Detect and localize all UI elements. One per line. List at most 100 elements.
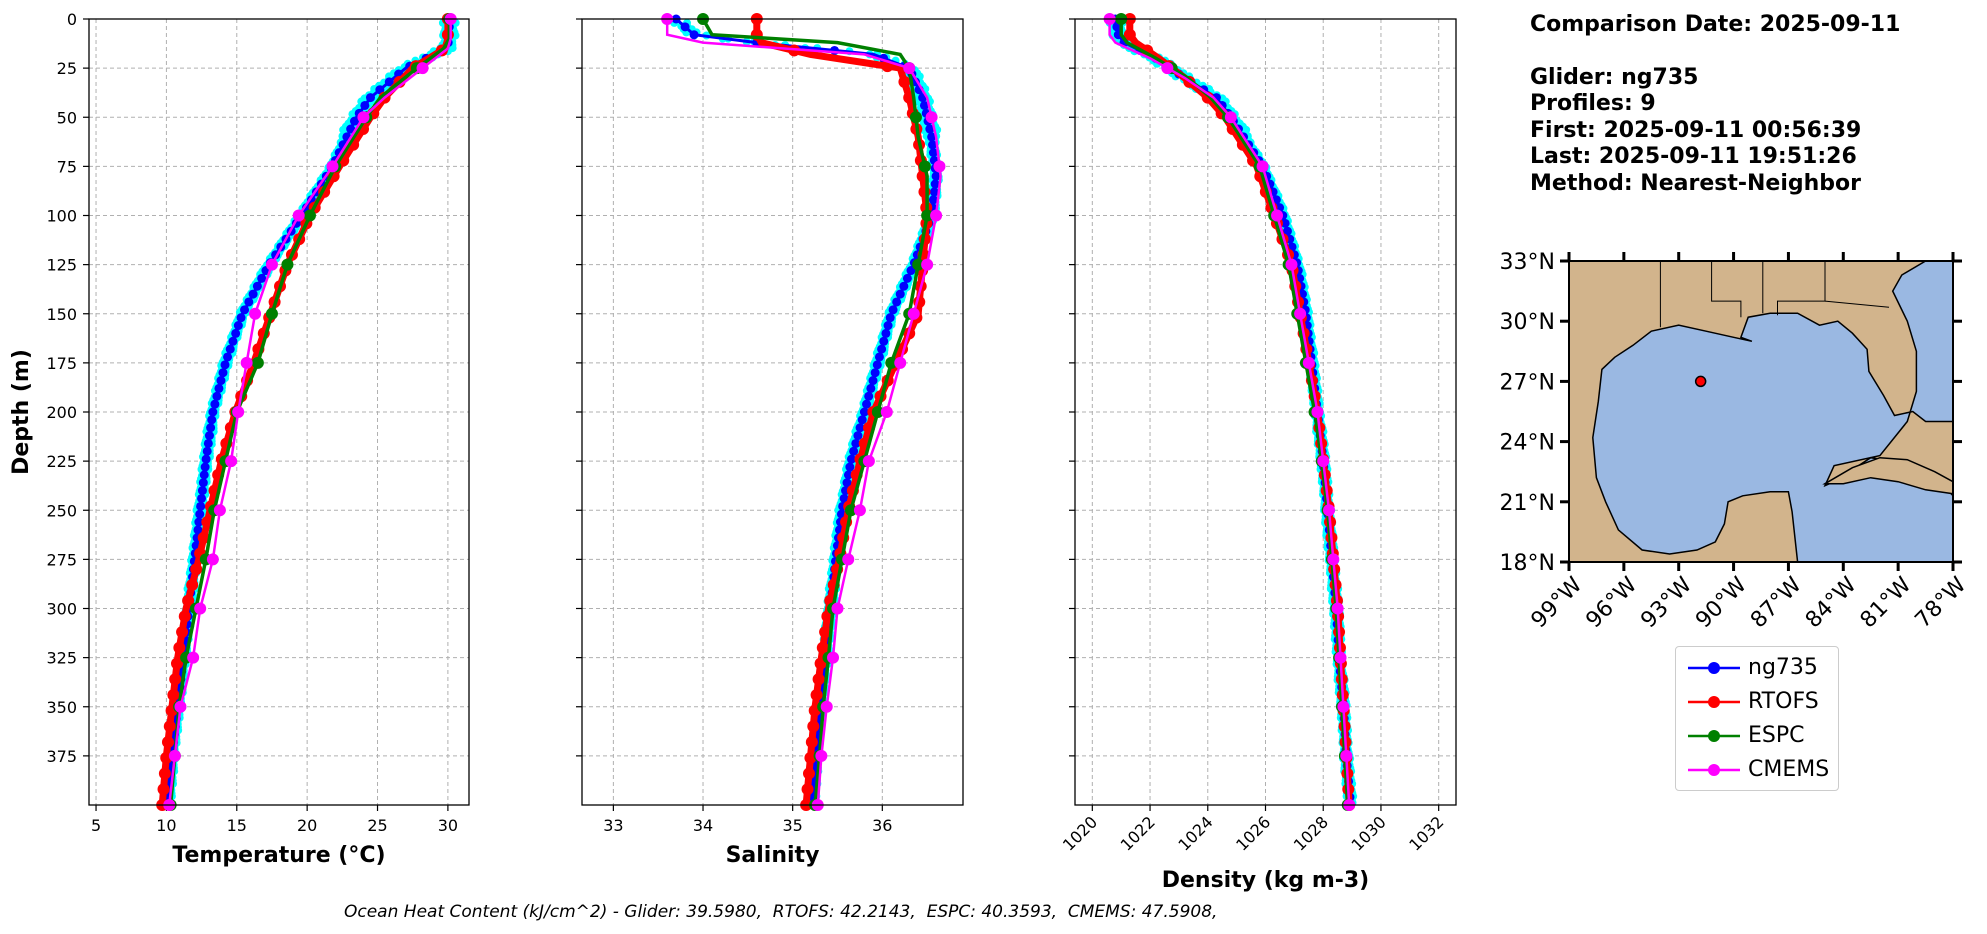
lat-tick-label: 21°N [1500,491,1555,516]
legend-label: CMEMS [1748,757,1830,782]
data-point-rtofs [816,641,829,654]
y-tick-label: 100 [46,207,77,226]
data-point-ng735 [929,187,939,197]
data-point-ng735 [199,470,209,480]
plot-frame [88,18,470,806]
density-panel: 1020 1022 1024 1026 1028 1030 1032 Density (kg … [1059,13,1457,893]
data-point-ng735 [872,360,882,370]
data-point-rtofs [804,751,817,764]
x-tick-label: 1026 [1232,812,1274,854]
data-point-ng735 [839,493,849,503]
data-point-rtofs [167,688,180,701]
data-point-cmems [240,356,253,369]
data-point-ng735 [206,423,216,433]
data-point-ng735 [212,391,222,401]
x-axis-label: Density (kg m-3) [1162,868,1370,893]
data-point-cmems [213,504,226,517]
legend-swatch-espc [1688,730,1740,742]
data-point-cmems [249,307,262,320]
legend-label: ng735 [1748,655,1818,680]
comparison-info: Comparison Date: 2025-09-11 Glider: ng735… [1530,12,1900,197]
data-point-ng735 [689,30,699,40]
data-point-ng735 [928,148,938,158]
data-point-ng735 [203,438,213,448]
x-tick-label: 1024 [1174,812,1216,854]
data-point-cmems [1340,749,1353,762]
legend-item-espc: ESPC [1676,719,1836,753]
data-point-cmems [907,307,920,320]
data-point-ng735 [236,313,246,323]
y-tick-label: 225 [46,452,77,471]
data-point-ng735 [208,407,218,417]
data-point-rtofs [161,736,174,749]
x-tick-label: 20 [297,816,317,835]
data-point-cmems [842,553,855,566]
glider-name: Glider: ng735 [1530,64,1699,90]
data-point-rtofs [182,594,195,607]
data-point-ng735 [197,486,207,496]
data-point-rtofs [158,767,171,780]
lon-tick-label: 81°W [1856,572,1917,633]
data-point-ng735 [220,360,230,370]
data-point-ng735 [857,415,867,425]
state-border [1711,261,1742,318]
data-point-ng735 [346,124,356,134]
data-point-cmems [853,504,866,517]
data-point-cmems [194,602,207,615]
data-point-ng735 [194,517,204,527]
data-point-ng735 [244,297,254,307]
data-point-cmems [1285,258,1298,271]
location-map: 18°N 21°N 24°N 27°N 30°N 33°N 99°W96°W93°W90°W… [1500,250,1972,633]
data-point-cmems [206,553,219,566]
lon-tick-label: 78°W [1911,572,1972,633]
first-time: First: 2025-09-11 00:56:39 [1530,117,1862,143]
data-point-rtofs [178,610,191,623]
data-point-ng735 [870,368,880,378]
data-point-rtofs [802,767,815,780]
data-point-cmems [933,160,946,173]
data-point-cmems [225,455,238,468]
data-point-cmems [326,160,339,173]
temperature-panel: 0 25 50 75 100 125 150 175 200 225 250 275 300 325 350… [9,10,470,868]
series-line-espc [168,19,452,806]
lat-tick-label: 30°N [1500,310,1555,335]
data-point-cmems [903,62,916,75]
data-point-ng735 [228,336,238,346]
data-point-ng735 [1280,218,1290,228]
data-point-rtofs [176,626,189,639]
data-point-ng735 [892,297,902,307]
data-point-ng735 [202,446,212,456]
data-point-espc [871,406,884,418]
y-axis-label: Depth (m) [9,349,34,475]
salinity-panel: 33 34 35 36 Salinity [576,13,964,868]
data-point-ng735 [931,171,941,181]
data-point-rtofs [801,783,814,796]
legend-label: ESPC [1748,723,1805,748]
plot-frame [581,18,964,806]
legend-item-rtofs: RTOFS [1676,685,1836,719]
data-point-cmems [416,62,429,75]
data-point-ng735 [849,446,859,456]
data-point-ng735 [204,431,214,441]
data-point-cmems [357,111,370,124]
x-axis-label: Salinity [726,843,820,868]
data-point-ng735 [902,273,912,283]
lon-tick-label: 90°W [1691,572,1752,633]
y-tick-label: 350 [46,698,77,717]
data-point-cmems [1334,651,1347,664]
data-point-rtofs [190,563,203,576]
data-point-cmems [1224,111,1237,124]
lat-tick-label: 18°N [1500,551,1555,576]
y-tick-label: 125 [46,256,77,275]
data-point-ng735 [201,454,211,464]
x-tick-label: 34 [693,816,713,835]
data-point-rtofs [186,578,199,591]
data-point-ng735 [919,100,929,110]
data-point-ng735 [843,470,853,480]
data-point-espc [251,356,264,369]
y-tick-label: 275 [46,550,77,569]
data-point-espc [265,307,278,320]
data-point-ng735 [375,85,385,95]
data-point-ng735 [210,399,220,409]
